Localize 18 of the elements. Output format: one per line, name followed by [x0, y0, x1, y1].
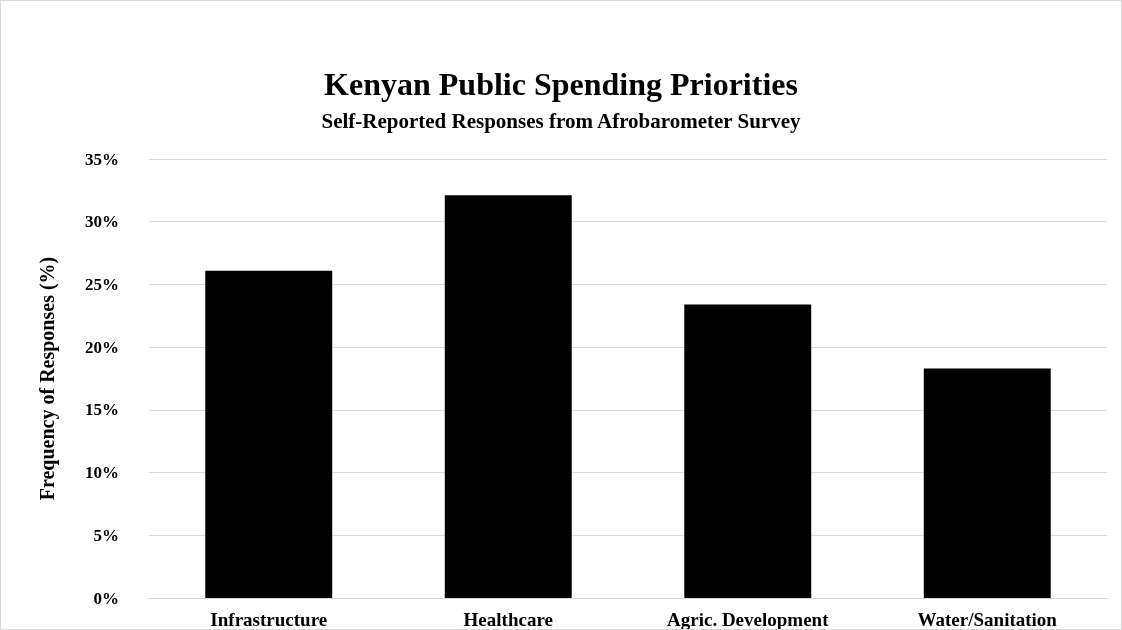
x-tick-label: Water/Sanitation: [917, 609, 1058, 630]
bar: [205, 270, 333, 598]
y-axis-title: Frequency of Responses (%): [36, 256, 59, 501]
y-tick-label: 35%: [85, 149, 119, 169]
y-tick-label: 10%: [85, 463, 119, 483]
chart-title: Kenyan Public Spending Priorities: [324, 66, 798, 102]
x-tick-label: Healthcare: [463, 609, 553, 630]
bar: [444, 195, 572, 598]
y-tick-label: 0%: [93, 588, 119, 608]
x-tick-label: Infrastructure: [210, 609, 328, 630]
y-tick-label: 5%: [93, 525, 119, 545]
y-tick-label: 30%: [85, 212, 119, 232]
bar: [923, 368, 1051, 598]
y-tick-label: 25%: [85, 274, 119, 294]
bar: [684, 304, 812, 598]
y-tick-label: 15%: [85, 400, 119, 420]
chart-subtitle: Self-Reported Responses from Afrobarometer Survey: [321, 108, 802, 133]
y-tick-label: 20%: [85, 337, 119, 357]
